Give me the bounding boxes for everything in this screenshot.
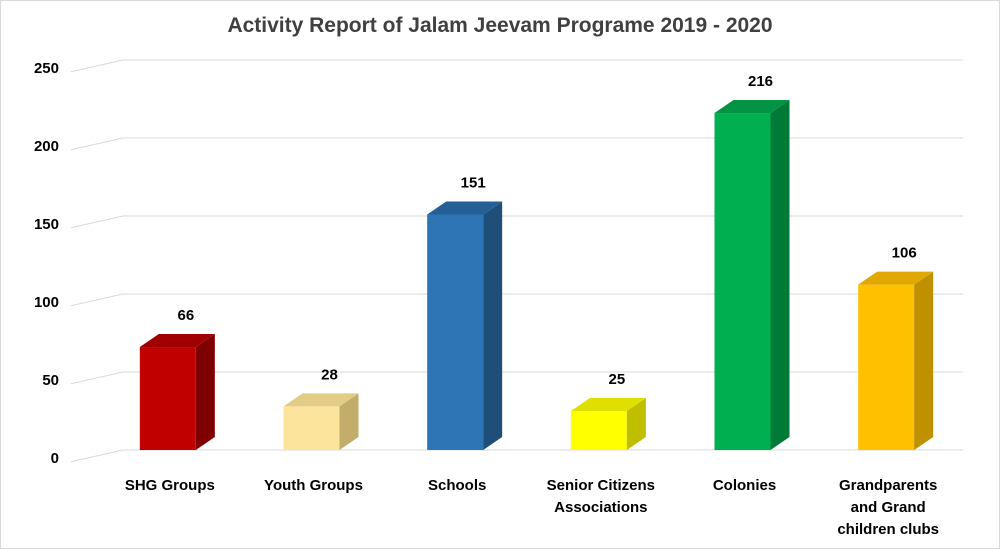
bar-top	[427, 201, 503, 215]
bar	[570, 398, 646, 450]
chart-title: Activity Report of Jalam Jeevam Programe…	[227, 14, 772, 37]
category-label-line: and Grand	[851, 499, 926, 516]
bars	[139, 100, 934, 450]
bar-front	[139, 347, 196, 450]
category-label: SHG Groups	[125, 477, 215, 494]
y-tick-label: 100	[34, 294, 59, 311]
category-label: Colonies	[713, 477, 776, 494]
bar	[714, 100, 790, 450]
category-label: Schools	[428, 477, 486, 494]
category-label-line: Schools	[428, 477, 486, 494]
gridline	[70, 137, 963, 151]
y-tick-label: 0	[51, 450, 59, 467]
data-label: 216	[748, 73, 773, 90]
y-tick-label: 250	[34, 60, 59, 77]
y-tick-label: 200	[34, 138, 59, 155]
data-label: 28	[321, 366, 338, 383]
bar-top	[139, 334, 215, 348]
category-label-line: Senior Citizens	[547, 477, 655, 494]
category-label-line: Grandparents	[839, 477, 937, 494]
bar-front	[427, 214, 484, 450]
bar	[427, 201, 503, 450]
gridline	[70, 59, 963, 73]
category-label-line: SHG Groups	[125, 477, 215, 494]
bar-side	[339, 393, 359, 450]
data-label: 66	[177, 307, 194, 324]
gridline	[70, 371, 963, 385]
bar-front	[858, 284, 915, 450]
gridline	[70, 293, 963, 307]
bar-top	[570, 398, 646, 411]
data-label: 25	[608, 371, 625, 388]
gridline	[70, 449, 963, 463]
y-tick-label: 50	[42, 372, 59, 389]
bar	[858, 271, 934, 450]
bar-front	[283, 406, 340, 450]
bar-side	[770, 100, 790, 450]
category-label-line: Colonies	[713, 477, 776, 494]
data-label: 106	[892, 245, 917, 262]
category-label-line: Associations	[554, 499, 647, 516]
gridline	[70, 215, 963, 229]
bar	[283, 393, 359, 450]
bar-side	[195, 334, 215, 450]
bar-front	[714, 113, 771, 450]
category-label: Grandparents and Grand children clubs	[837, 477, 939, 538]
category-label: Senior Citizens Associations	[547, 477, 655, 516]
y-tick-label: 150	[34, 216, 59, 233]
y-axis-ticks: 0 50 100 150 200 250	[34, 60, 59, 467]
bar-top	[283, 393, 359, 407]
bar-side	[914, 271, 934, 450]
bar	[139, 334, 215, 450]
category-label-line: Youth Groups	[264, 477, 363, 494]
bar-top	[858, 271, 934, 285]
bar-side	[483, 201, 503, 450]
data-labels: 66 28 151 25 216 106	[177, 73, 916, 388]
bar-top	[714, 100, 790, 114]
bar-front	[570, 411, 627, 450]
bar-side	[626, 398, 646, 450]
x-axis-categories: SHG Groups Youth Groups Schools Senior Citi…	[125, 477, 939, 538]
category-label: Youth Groups	[264, 477, 363, 494]
data-label: 151	[461, 174, 486, 191]
category-label-line: children clubs	[837, 521, 939, 538]
gridlines	[70, 59, 963, 463]
